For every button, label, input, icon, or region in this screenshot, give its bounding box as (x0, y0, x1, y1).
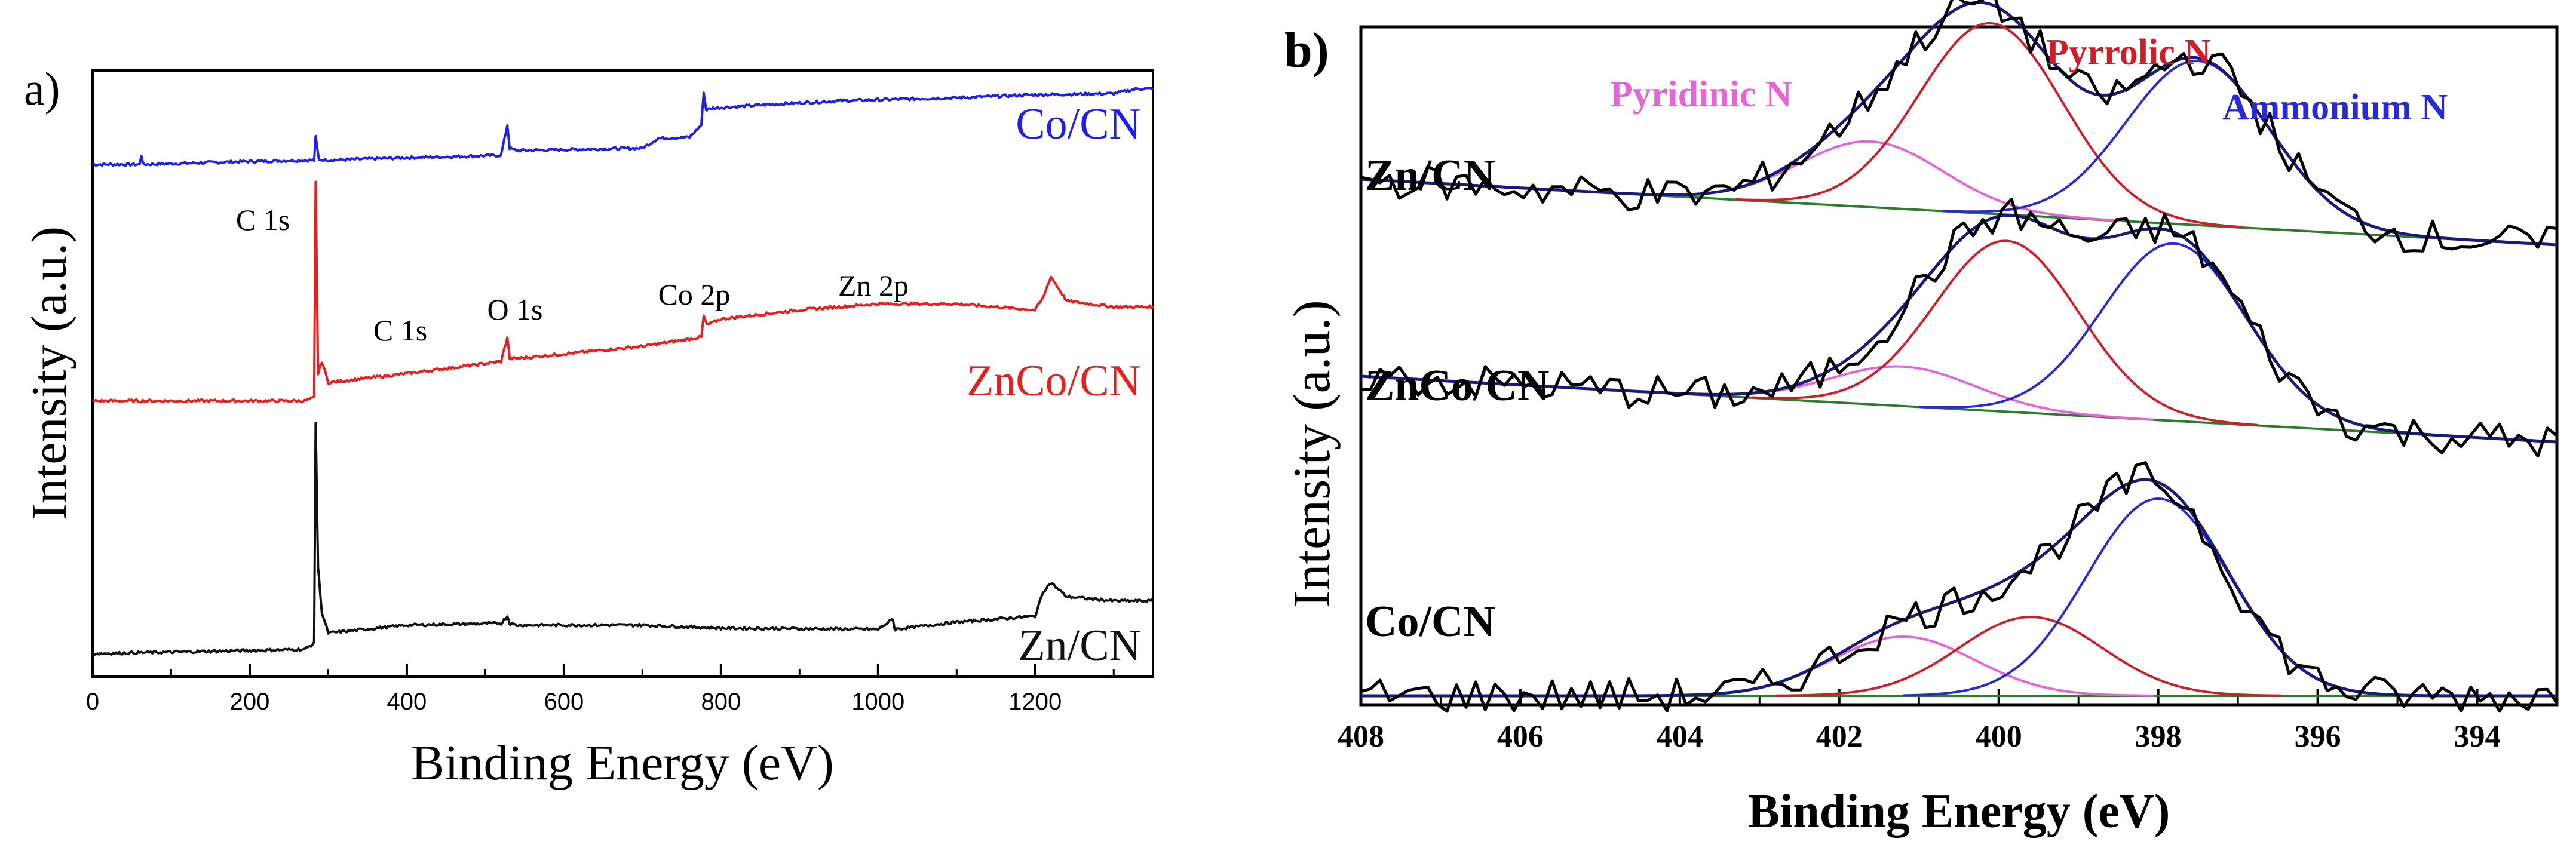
panel-a-xtick-label: 800 (701, 689, 741, 715)
panel-a-xtick-label: 200 (230, 689, 270, 715)
panel-b-xtick-label: 394 (2454, 720, 2501, 754)
raw-data-co-cn (1360, 461, 2559, 713)
series-line-zn-cn (91, 422, 1154, 656)
legend-pyrrolic-n: Pyrrolic N (2046, 32, 2211, 73)
peak-znco-cn-pyrrolic-n (1751, 239, 2258, 426)
fit-envelope-znco-cn (1360, 214, 2557, 444)
fit-envelope-zn-cn (1360, 1, 2557, 247)
sample-label-znco-cn: ZnCo/CN (1365, 361, 1549, 410)
panel-b-xtick-label: 396 (2295, 720, 2341, 754)
panel-b-ylabel: Intensity (a.u.) (1283, 300, 1341, 608)
series-label-co-cn: Co/CN (1016, 100, 1141, 149)
annotation-co2p: Co 2p (658, 278, 731, 311)
series-label-zn-cn: Zn/CN (1018, 621, 1141, 670)
peak-zn-cn-pyrrolic-n (1735, 22, 2242, 229)
panel-b-xtick-label: 404 (1657, 720, 1703, 754)
panel-a-xtick-label: 1200 (1008, 689, 1062, 715)
peak-co-cn-pyridinic-n (1648, 635, 2155, 697)
fit-envelope-co-cn (1361, 478, 2557, 698)
panel-b-xtick-label: 400 (1976, 720, 2022, 754)
annotation-c1s-small: C 1s (373, 314, 427, 347)
sample-label-co-cn: Co/CN (1365, 597, 1495, 646)
legend-pyridinic-n: Pyridinic N (1610, 74, 1792, 115)
panel-a-xlabel: Binding Energy (eV) (411, 735, 834, 791)
sample-label-zn-cn: Zn/CN (1365, 151, 1495, 200)
panel-b-xtick-label: 398 (2135, 720, 2182, 754)
panel-a-frame (91, 69, 1154, 678)
panel-b-xtick-label: 402 (1816, 720, 1863, 754)
series-line-znco-cn (91, 180, 1154, 404)
panel-b-xticks: 408 406 404 402 400 398 396 394 (1338, 689, 2501, 754)
legend-ammonium-n: Ammonium N (2222, 87, 2448, 128)
panel-b: b) 408 406 404 402 400 398 396 394 Binding Ener… (1283, 0, 2559, 838)
panel-a-xtick-label: 400 (387, 689, 427, 715)
panel-a: a) 0 200 400 600 800 1000 1200 Binding Energy … (22, 63, 1154, 791)
panel-a-xtick-label: 1000 (851, 689, 904, 715)
annotation-c1s-main: C 1s (236, 203, 290, 236)
panel-a-ylabel: Intensity (a.u.) (22, 226, 77, 520)
panel-b-frame (1359, 25, 2559, 707)
panel-a-xtick-label: 0 (86, 689, 99, 715)
panel-a-xticks: 0 200 400 600 800 1000 1200 (86, 664, 1115, 715)
series-label-znco-cn: ZnCo/CN (967, 357, 1141, 406)
panel-b-xtick-label: 406 (1497, 720, 1544, 754)
panel-b-series (1360, 0, 2559, 713)
raw-data-znco-cn (1360, 198, 2558, 458)
panel-a-series (91, 87, 1154, 656)
annotation-zn2p: Zn 2p (838, 269, 909, 302)
panel-b-xlabel: Binding Energy (eV) (1748, 785, 2170, 838)
series-line-co-cn (92, 87, 1154, 167)
raw-data-zn-cn (1360, 0, 2557, 253)
panel-a-label: a) (24, 63, 60, 115)
panel-b-label: b) (1284, 23, 1329, 78)
peak-znco-cn-ammonium-n (1919, 242, 2425, 436)
panel-a-xtick-label: 600 (544, 689, 584, 715)
peak-co-cn-pyrrolic-n (1775, 615, 2282, 697)
panel-b-xtick-label: 408 (1338, 720, 1384, 754)
annotation-o1s: O 1s (487, 293, 542, 326)
peak-zn-cn-pyridinic-n (1616, 140, 2123, 222)
